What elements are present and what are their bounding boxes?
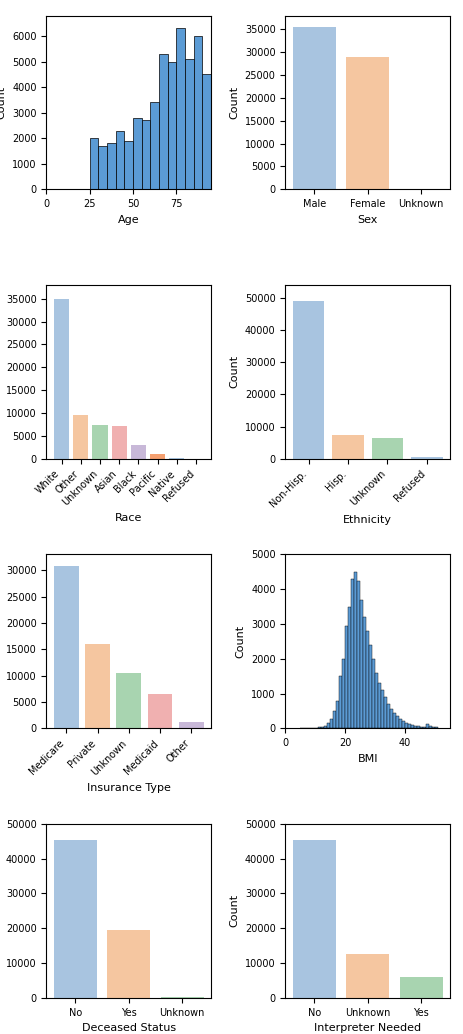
Bar <box>434 727 437 728</box>
Bar <box>185 59 194 189</box>
Bar <box>324 726 326 728</box>
Bar <box>178 722 203 728</box>
X-axis label: Interpreter Needed: Interpreter Needed <box>313 1023 420 1033</box>
Bar <box>344 626 347 728</box>
Bar <box>375 673 377 728</box>
Bar <box>345 954 388 998</box>
Bar <box>150 102 159 189</box>
Bar <box>422 727 425 728</box>
Bar <box>425 724 428 728</box>
Bar <box>336 700 338 728</box>
Bar <box>383 697 386 728</box>
Bar <box>389 709 392 728</box>
Bar <box>369 645 371 728</box>
Bar <box>54 566 79 728</box>
Bar <box>320 727 324 728</box>
Bar <box>350 579 353 728</box>
Bar <box>168 62 176 189</box>
Bar <box>147 694 172 728</box>
Bar <box>194 36 202 189</box>
Bar <box>54 299 69 459</box>
Bar <box>371 659 375 728</box>
X-axis label: Race: Race <box>115 513 142 523</box>
Bar <box>202 74 211 189</box>
Bar <box>359 600 363 728</box>
Bar <box>345 57 388 189</box>
Y-axis label: Count: Count <box>0 86 6 119</box>
X-axis label: Ethnicity: Ethnicity <box>343 515 391 525</box>
Bar <box>292 840 335 998</box>
Bar <box>357 580 359 728</box>
Bar <box>111 426 126 459</box>
Bar <box>292 301 324 459</box>
Bar <box>398 719 401 728</box>
Bar <box>116 130 124 189</box>
Bar <box>98 146 107 189</box>
Bar <box>318 727 320 728</box>
Bar <box>54 840 96 998</box>
Bar <box>410 457 442 459</box>
X-axis label: BMI: BMI <box>357 754 377 763</box>
Bar <box>342 659 344 728</box>
Bar <box>330 719 332 728</box>
Bar <box>326 723 330 728</box>
Y-axis label: Count: Count <box>229 894 239 927</box>
Bar <box>428 726 431 728</box>
Bar <box>116 673 141 728</box>
Bar <box>392 712 395 728</box>
Bar <box>431 727 434 728</box>
X-axis label: Deceased Status: Deceased Status <box>81 1023 175 1033</box>
Bar <box>292 27 335 189</box>
Bar <box>404 723 407 728</box>
Bar <box>131 445 146 459</box>
Bar <box>395 717 398 728</box>
Bar <box>365 631 369 728</box>
Bar <box>85 644 110 728</box>
Bar <box>92 425 107 459</box>
Bar <box>416 726 419 728</box>
Bar <box>338 676 342 728</box>
Bar <box>386 704 389 728</box>
Bar <box>401 722 404 728</box>
Bar <box>159 54 168 189</box>
Y-axis label: Count: Count <box>229 86 238 119</box>
Y-axis label: Count: Count <box>229 356 239 389</box>
Bar <box>142 120 150 189</box>
Bar <box>332 711 336 728</box>
X-axis label: Age: Age <box>118 215 139 224</box>
X-axis label: Sex: Sex <box>357 215 377 224</box>
Bar <box>73 416 88 459</box>
Bar <box>89 139 98 189</box>
Bar <box>353 572 357 728</box>
Bar <box>150 454 165 459</box>
X-axis label: Insurance Type: Insurance Type <box>87 783 170 793</box>
Bar <box>107 930 150 998</box>
Bar <box>377 683 381 728</box>
Bar <box>371 438 402 459</box>
Bar <box>413 726 416 728</box>
Bar <box>381 690 383 728</box>
Bar <box>107 144 116 189</box>
Bar <box>407 724 410 728</box>
Bar <box>363 617 365 728</box>
Bar <box>332 434 363 459</box>
Bar <box>347 607 350 728</box>
Y-axis label: Count: Count <box>235 625 245 658</box>
Bar <box>399 977 442 998</box>
Bar <box>124 141 133 189</box>
Bar <box>419 727 422 728</box>
Bar <box>176 28 185 189</box>
Bar <box>410 725 413 728</box>
Bar <box>133 118 142 189</box>
